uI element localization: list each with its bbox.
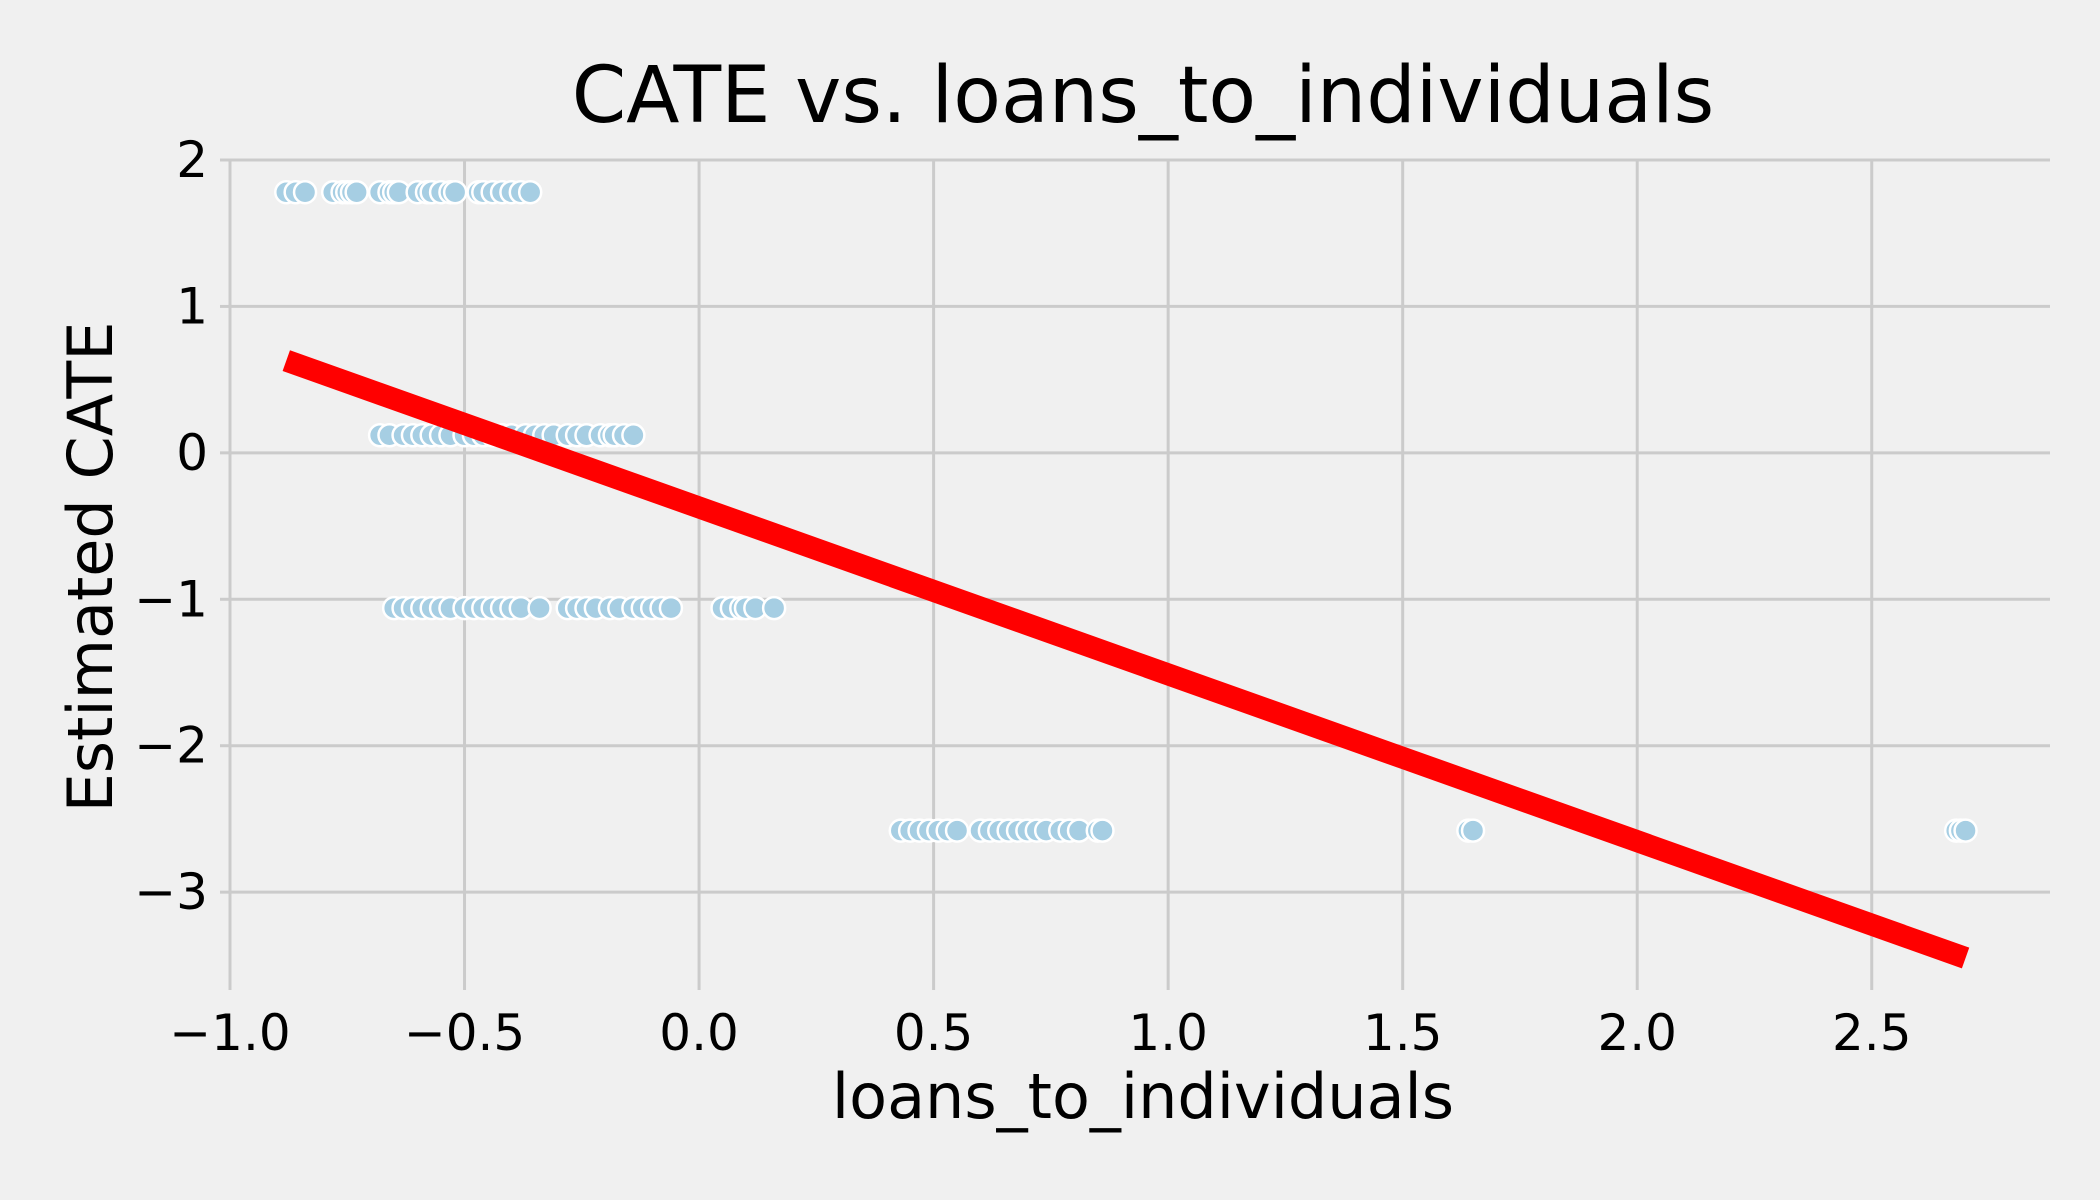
- scatter-point: [621, 423, 646, 448]
- trend-line: [282, 350, 1970, 969]
- y-tick-label: 2: [176, 131, 208, 189]
- chart-title: CATE vs. loans_to_individuals: [572, 51, 1715, 141]
- trend-line-layer: [282, 350, 1970, 969]
- scatter-point: [658, 595, 684, 621]
- scatter-point: [517, 179, 543, 205]
- x-tick-label: 1.5: [1363, 1004, 1443, 1062]
- y-tick-label: −3: [134, 863, 208, 921]
- scatter-point: [944, 818, 970, 843]
- x-tick-label: 0.5: [894, 1004, 974, 1062]
- y-tick-label: 0: [176, 424, 208, 482]
- y-axis-ticks: 2 1 0 −1 −2 −3: [134, 131, 230, 921]
- scatter-point: [1460, 818, 1486, 843]
- scatter-point: [761, 595, 787, 621]
- x-axis-ticks: −1.0 −0.5 0.0 0.5 1.0 1.5 2.0 2.5: [169, 980, 1912, 1062]
- x-tick-label: 0.0: [659, 1004, 739, 1062]
- scatter-point: [1953, 818, 1978, 843]
- grid: [228, 158, 2050, 980]
- scatter-point: [292, 179, 318, 205]
- x-tick-label: 2.0: [1597, 1004, 1677, 1062]
- x-axis-label: loans_to_individuals: [832, 1060, 1454, 1133]
- y-tick-label: −1: [134, 570, 208, 628]
- scatter-point: [527, 595, 552, 621]
- scatter-point: [344, 179, 369, 205]
- y-axis-label: Estimated CATE: [54, 322, 127, 813]
- y-tick-label: −2: [134, 717, 208, 775]
- y-tick-label: 1: [176, 277, 208, 335]
- x-tick-label: −0.5: [404, 1004, 525, 1062]
- scatter-point: [442, 179, 468, 205]
- x-tick-label: −1.0: [169, 1004, 290, 1062]
- x-tick-label: 2.5: [1832, 1004, 1912, 1062]
- x-tick-label: 1.0: [1128, 1004, 1208, 1062]
- scatter-point: [1090, 818, 1115, 843]
